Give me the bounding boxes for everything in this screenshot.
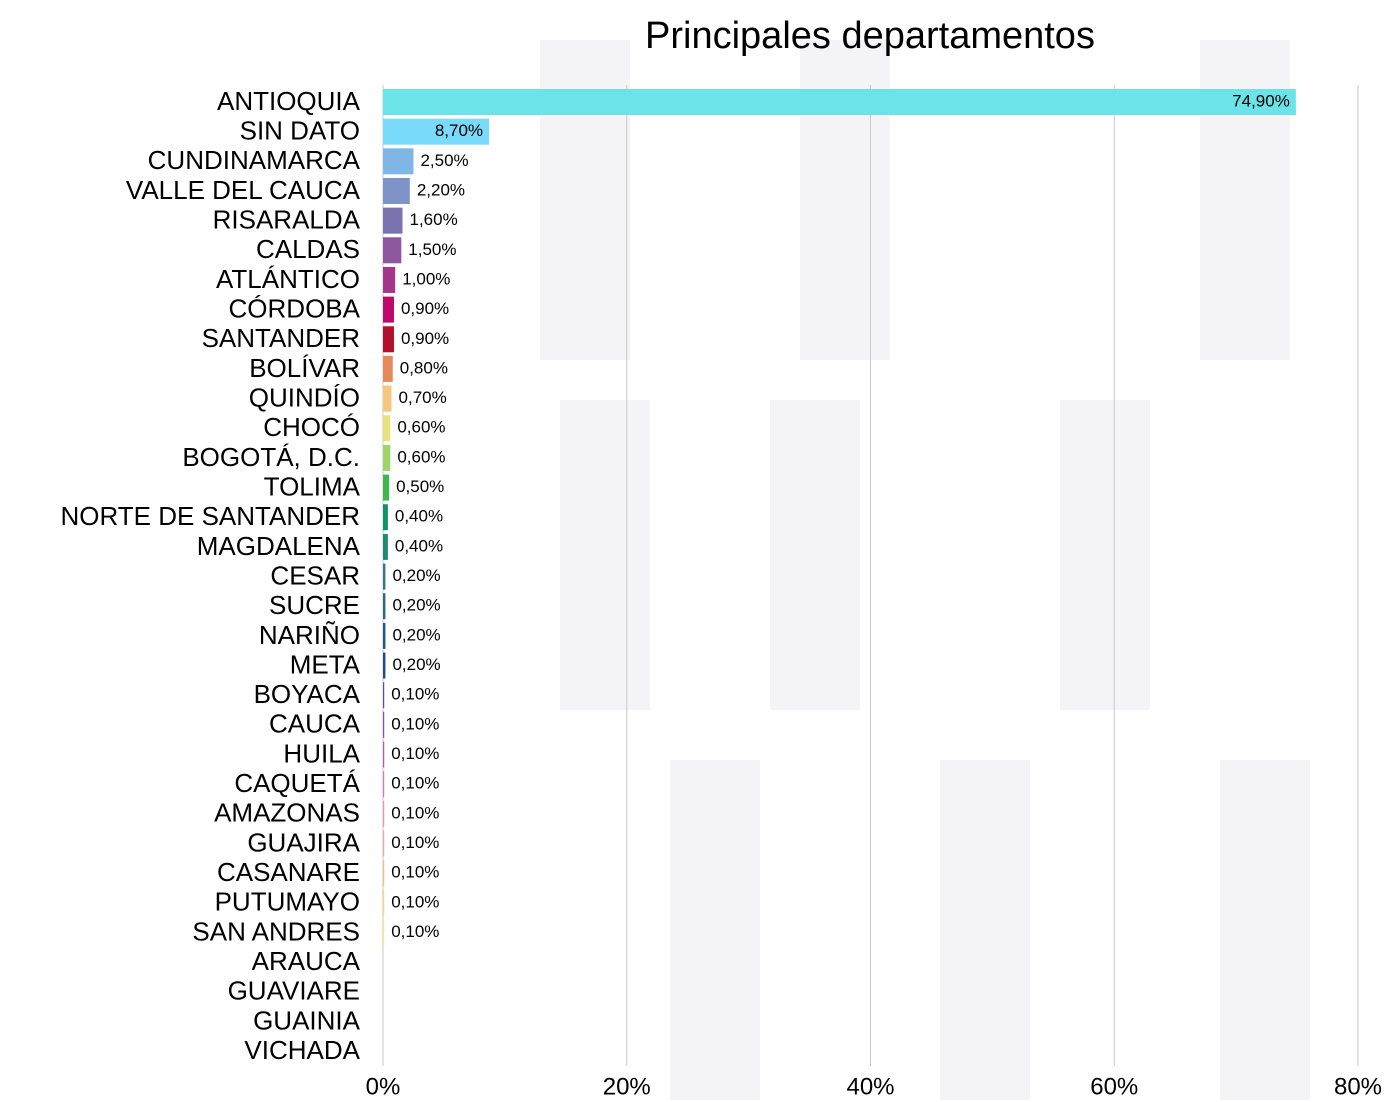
- value-label: 0,40%: [395, 507, 443, 526]
- bar: [383, 652, 386, 679]
- value-label: 0,10%: [391, 803, 439, 822]
- bar: [383, 385, 392, 412]
- y-tick-label: CASANARE: [217, 857, 360, 887]
- y-tick-label: VALLE DEL CAUCA: [126, 175, 361, 205]
- bar: [383, 266, 396, 293]
- y-tick-label: SANTANDER: [202, 323, 360, 353]
- value-label: 0,10%: [391, 714, 439, 733]
- x-tick-label: 60%: [1090, 1073, 1138, 1100]
- value-label: 2,20%: [417, 180, 465, 199]
- bar: [383, 355, 393, 382]
- bar: [383, 593, 386, 620]
- value-label: 0,60%: [397, 418, 445, 437]
- x-tick-label: 0%: [366, 1073, 401, 1100]
- bar: [383, 533, 388, 560]
- value-label: 0,10%: [391, 774, 439, 793]
- value-label: 1,50%: [408, 240, 456, 259]
- bar: [383, 711, 385, 738]
- y-tick-label: NARIÑO: [259, 620, 360, 650]
- value-label: 0,90%: [401, 329, 449, 348]
- bar: [383, 860, 385, 887]
- y-tick-label: VICHADA: [244, 1035, 360, 1065]
- bar: [383, 504, 388, 531]
- value-label: 0,20%: [392, 596, 440, 615]
- bar: [383, 237, 402, 264]
- y-tick-label: CAUCA: [269, 709, 361, 739]
- bar: [383, 207, 403, 234]
- value-label: 0,40%: [395, 536, 443, 555]
- y-tick-label: HUILA: [283, 738, 360, 768]
- x-tick-label: 80%: [1334, 1073, 1382, 1100]
- value-label: 2,50%: [420, 151, 468, 170]
- bar: [383, 474, 390, 501]
- bar: [383, 326, 394, 353]
- watermark: [540, 40, 1310, 1100]
- bar: [383, 919, 385, 946]
- bar: [383, 800, 385, 827]
- y-tick-label: ANTIOQUIA: [217, 86, 361, 116]
- bar: [383, 889, 385, 916]
- value-label: 0,10%: [391, 685, 439, 704]
- value-label: 8,70%: [435, 121, 483, 140]
- bar: [383, 682, 385, 709]
- y-tick-label: SIN DATO: [240, 116, 360, 146]
- bar: [383, 296, 394, 323]
- value-label: 1,00%: [402, 269, 450, 288]
- value-label: 0,50%: [396, 477, 444, 496]
- y-tick-label: RISARALDA: [213, 205, 361, 235]
- y-tick-label: GUAVIARE: [228, 976, 360, 1006]
- value-label: 0,20%: [392, 625, 440, 644]
- y-tick-label: CHOCÓ: [263, 412, 360, 442]
- y-tick-label: PUTUMAYO: [215, 887, 360, 917]
- bar: [383, 177, 410, 204]
- bar: [383, 563, 386, 590]
- y-tick-label: AMAZONAS: [214, 798, 360, 828]
- value-label: 74,90%: [1232, 91, 1290, 110]
- value-label: 0,20%: [392, 566, 440, 585]
- y-tick-label: BOYACA: [254, 679, 361, 709]
- value-label: 0,20%: [392, 655, 440, 674]
- y-tick-label: GUAJIRA: [247, 827, 360, 857]
- bar: [383, 89, 1296, 115]
- chart-title: Principales departamentos: [645, 15, 1095, 57]
- bar: [383, 444, 391, 471]
- bar: [383, 622, 386, 649]
- y-tick-label: BOGOTÁ, D.C.: [182, 442, 360, 472]
- y-tick-label: CUNDINAMARCA: [148, 145, 361, 175]
- bar: [383, 830, 385, 857]
- value-label: 0,70%: [399, 388, 447, 407]
- bar: [383, 148, 414, 175]
- y-tick-label: MAGDALENA: [197, 531, 361, 561]
- y-tick-label: SAN ANDRES: [192, 916, 360, 946]
- y-tick-label: ATLÁNTICO: [216, 264, 360, 294]
- y-tick-label: META: [290, 649, 361, 679]
- value-label: 0,10%: [391, 744, 439, 763]
- x-tick-label: 20%: [603, 1073, 651, 1100]
- y-tick-label: TOLIMA: [264, 471, 361, 501]
- y-tick-label: QUINDÍO: [249, 382, 360, 412]
- y-tick-label: CALDAS: [256, 234, 360, 264]
- value-label: 0,90%: [401, 299, 449, 318]
- y-tick-label: CESAR: [270, 560, 360, 590]
- x-tick-label: 40%: [846, 1073, 894, 1100]
- bar: [383, 771, 385, 798]
- value-label: 0,10%: [391, 892, 439, 911]
- y-tick-label: CAQUETÁ: [234, 768, 360, 798]
- y-tick-label: NORTE DE SANTANDER: [60, 501, 360, 531]
- value-label: 0,10%: [391, 863, 439, 882]
- y-tick-label: BOLÍVAR: [249, 353, 360, 383]
- y-tick-label: GUAINIA: [253, 1005, 361, 1035]
- y-tick-label: ARAUCA: [252, 946, 361, 976]
- bar: [383, 118, 490, 145]
- y-tick-label: SUCRE: [269, 590, 360, 620]
- value-label: 1,60%: [410, 210, 458, 229]
- bar: [383, 415, 391, 442]
- value-label: 0,60%: [397, 447, 445, 466]
- bar: [383, 741, 385, 768]
- value-label: 0,10%: [391, 922, 439, 941]
- value-label: 0,80%: [400, 358, 448, 377]
- value-label: 0,10%: [391, 833, 439, 852]
- y-tick-label: CÓRDOBA: [229, 293, 361, 323]
